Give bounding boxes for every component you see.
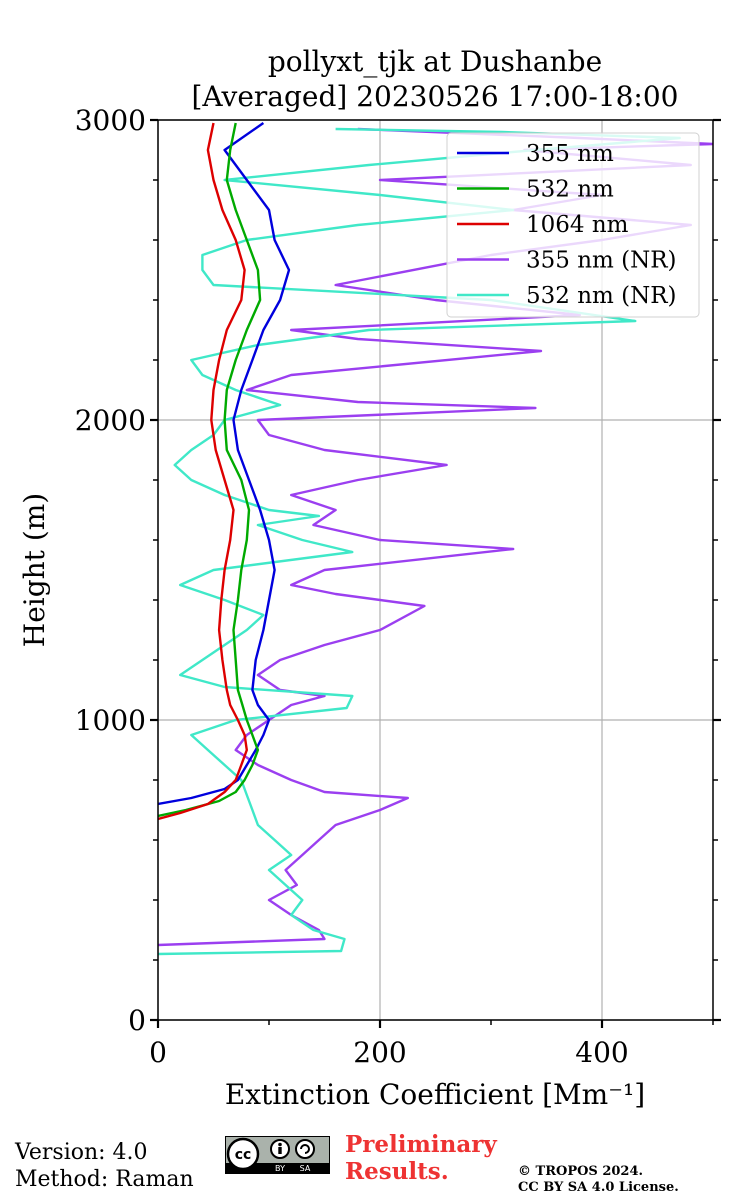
- legend: 355 nm 532 nm 1064 nm 355 nm (NR) 532 nm (NR…: [446, 132, 700, 318]
- axis-ticks: 0 200 400 0 1000 2000 3000: [75, 104, 721, 1069]
- chart-subtitle: [Averaged] 20230526 17:00-18:00: [192, 80, 679, 113]
- badge-by-label: BY: [275, 1164, 285, 1173]
- copyright-line: © TROPOS 2024.: [518, 1164, 644, 1179]
- legend-label: 532 nm (NR): [526, 283, 677, 309]
- y-axis-label: Height (m): [18, 493, 51, 647]
- legend-box: [446, 132, 700, 318]
- version-label: Version: 4.0: [15, 1140, 148, 1165]
- y-tick-label: 3000: [75, 104, 146, 137]
- method-label: Method: Raman: [15, 1167, 194, 1192]
- share-alike-icon: [295, 1139, 315, 1159]
- legend-label: 355 nm: [526, 141, 614, 167]
- x-tick-label: 400: [575, 1036, 628, 1069]
- series-line-355-nm: [158, 122, 291, 806]
- license-line: CC BY SA 4.0 License.: [518, 1180, 679, 1195]
- x-axis-label: Extinction Coefficient [Mm⁻¹]: [225, 1078, 645, 1111]
- plot-frame: [157, 119, 714, 1021]
- chart-title: pollyxt_tjk at Dushanbe: [268, 45, 602, 78]
- cc-by-sa-badge: cc BY SA: [225, 1136, 330, 1174]
- extinction-profile-chart: 0 200 400 0 1000 2000 3000 pollyxt_tjk at Dush…: [18, 45, 721, 1111]
- cc-icon-label: cc: [235, 1147, 252, 1163]
- results-label: Results.: [345, 1158, 449, 1185]
- series-line-1064-nm: [158, 122, 249, 821]
- legend-label: 355 nm (NR): [526, 248, 677, 274]
- preliminary-label: Preliminary: [345, 1131, 497, 1158]
- y-tick-label: 0: [128, 1004, 146, 1037]
- y-tick-label: 2000: [75, 404, 146, 437]
- cc-icon: [226, 1137, 260, 1171]
- legend-label: 1064 nm: [526, 212, 629, 238]
- x-tick-label: 200: [353, 1036, 406, 1069]
- badge-sa-label: SA: [300, 1164, 311, 1173]
- y-tick-label: 1000: [75, 704, 146, 737]
- series-line-532-nm: [158, 122, 262, 818]
- series-line-532-nm-nr-: [158, 127, 681, 956]
- legend-label: 532 nm: [526, 177, 614, 203]
- x-tick-label: 0: [149, 1036, 167, 1069]
